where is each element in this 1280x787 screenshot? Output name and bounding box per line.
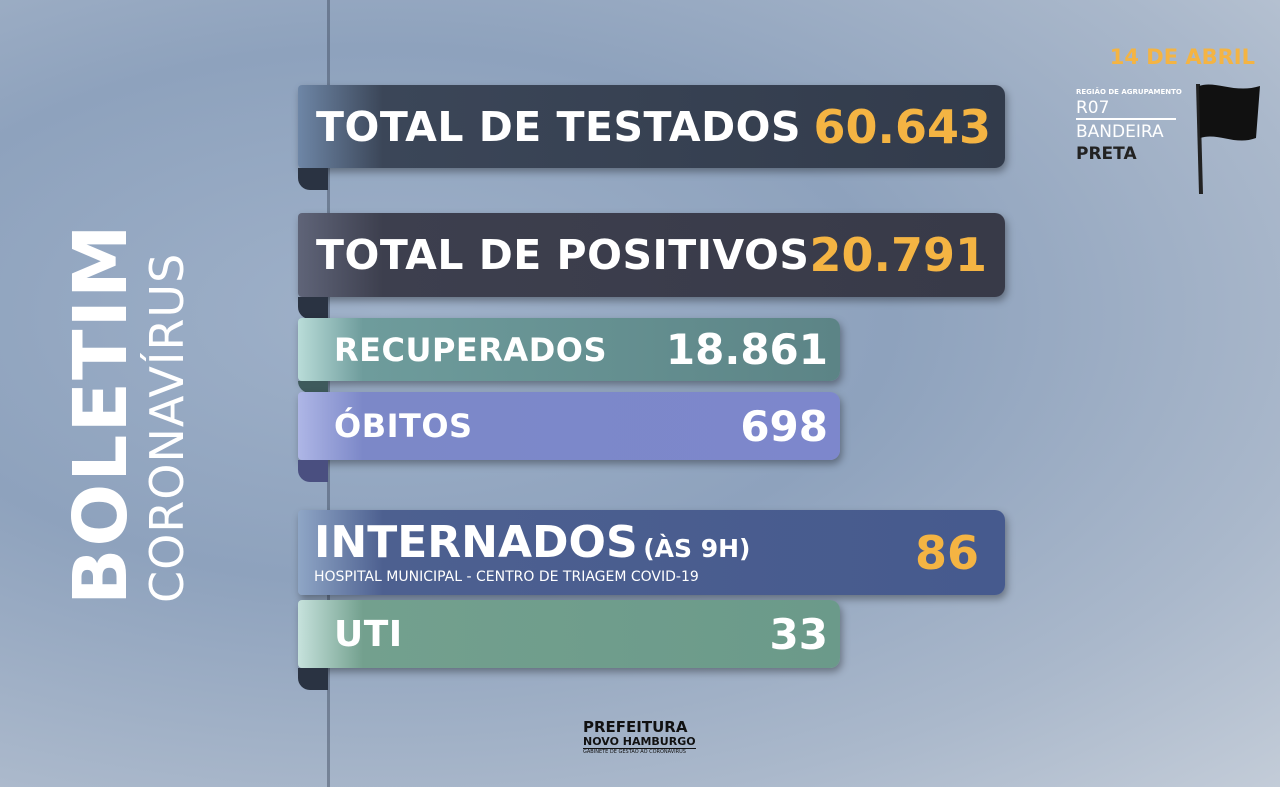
internados-value: 86 [914, 525, 979, 580]
stat-value: 20.791 [809, 228, 987, 282]
band-fold [298, 668, 328, 690]
stat-value: 18.861 [665, 325, 828, 374]
flag-line2: PRETA [1076, 144, 1137, 164]
stat-band: ÓBITOS 698 [298, 392, 840, 460]
footer-line1: PREFEITURA [583, 718, 688, 736]
region-label: REGIÃO DE AGRUPAMENTO [1076, 88, 1182, 96]
stat-label: TOTAL DE POSITIVOS [316, 231, 810, 279]
flag-line1: BANDEIRA [1076, 122, 1164, 142]
stat-label: ÓBITOS [334, 407, 473, 445]
stat-label: RECUPERADOS [334, 330, 607, 369]
band-fold [298, 381, 328, 393]
date: 14 DE ABRIL [1109, 45, 1255, 69]
stat-value: 60.643 [813, 99, 991, 154]
footer-line2: NOVO HAMBURGO [583, 735, 696, 750]
uti-band: UTI 33 [298, 600, 840, 668]
stat-band: TOTAL DE TESTADOS 60.643 [298, 85, 1005, 168]
internados-text: INTERNADOS (ÀS 9H) HOSPITAL MUNICIPAL - … [314, 520, 751, 585]
internados-band: INTERNADOS (ÀS 9H) HOSPITAL MUNICIPAL - … [298, 510, 1005, 595]
footer-line3: GABINETE DE GESTÃO AO CORONAVÍRUS [583, 749, 686, 756]
flag-icon [1196, 83, 1260, 195]
band-fold [298, 168, 328, 190]
stat-value: 698 [740, 401, 828, 451]
region-code: R07 [1076, 98, 1176, 120]
internados-detail: HOSPITAL MUNICIPAL - CENTRO DE TRIAGEM C… [314, 568, 699, 585]
uti-label: UTI [334, 613, 403, 655]
internados-label: INTERNADOS [314, 516, 638, 568]
internados-note: (ÀS 9H) [643, 533, 751, 563]
stat-band: TOTAL DE POSITIVOS 20.791 [298, 213, 1005, 297]
stat-label: TOTAL DE TESTADOS [316, 102, 801, 151]
uti-value: 33 [769, 609, 828, 659]
band-fold [298, 460, 328, 482]
title-sub: CORONAVÍRUS [140, 252, 194, 603]
internados-heading: INTERNADOS (ÀS 9H) [314, 520, 751, 565]
footer-logo: PREFEITURA NOVO HAMBURGO GABINETE DE GES… [583, 720, 696, 755]
title-main: BOLETIM [58, 222, 144, 605]
stat-band: RECUPERADOS 18.861 [298, 318, 840, 381]
band-fold [298, 297, 328, 319]
